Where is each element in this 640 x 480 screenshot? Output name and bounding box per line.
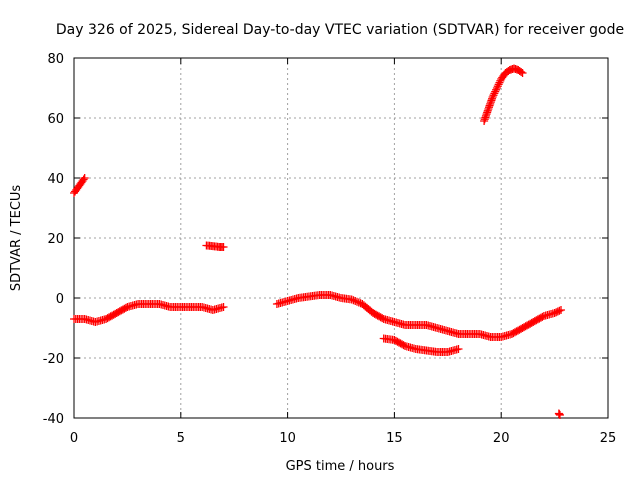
- y-tick-label: 20: [47, 232, 64, 247]
- data-point: [492, 84, 501, 92]
- data-point: [79, 175, 88, 184]
- data-point: [490, 89, 499, 98]
- data-point: [492, 85, 501, 94]
- y-tick-label: 40: [47, 172, 64, 187]
- data-point: [347, 295, 356, 304]
- x-tick-label: 25: [600, 431, 617, 446]
- data-point: [219, 303, 228, 311]
- data-point: [518, 69, 527, 77]
- grid: [74, 58, 608, 418]
- x-tick-label: 10: [279, 431, 296, 446]
- data-point: [555, 306, 564, 315]
- y-axis-label: SDTVAR / TECUs: [9, 185, 24, 292]
- x-tick-label: 20: [493, 431, 510, 446]
- data-points: [70, 64, 566, 419]
- data-point: [555, 411, 564, 419]
- data-point: [349, 296, 358, 305]
- data-point: [219, 243, 228, 251]
- data-point: [353, 297, 362, 306]
- y-tick-label: -40: [43, 412, 64, 427]
- data-point: [351, 297, 360, 305]
- data-point: [489, 91, 498, 100]
- data-point: [491, 87, 500, 96]
- x-tick-label: 5: [177, 431, 185, 446]
- y-tick-label: 60: [47, 112, 64, 127]
- chart-title: Day 326 of 2025, Sidereal Day-to-day VTE…: [56, 22, 624, 38]
- data-point: [495, 78, 504, 87]
- data-point: [517, 68, 526, 76]
- data-point: [557, 306, 566, 314]
- data-point: [80, 174, 89, 182]
- y-tick-label: -20: [43, 352, 64, 367]
- data-point: [454, 345, 463, 353]
- x-tick-label: 15: [386, 431, 403, 446]
- y-tick-label: 0: [56, 292, 64, 307]
- axis-ticks: 0 5 10 15 20 25 -40 -20 0 20 40 60 80: [43, 52, 617, 446]
- data-point: [493, 82, 502, 91]
- data-point: [488, 93, 497, 101]
- x-tick-label: 0: [70, 431, 78, 446]
- y-tick-label: 80: [47, 52, 64, 67]
- data-point: [494, 80, 503, 89]
- data-point: [354, 298, 363, 307]
- x-axis-label: GPS time / hours: [286, 459, 395, 474]
